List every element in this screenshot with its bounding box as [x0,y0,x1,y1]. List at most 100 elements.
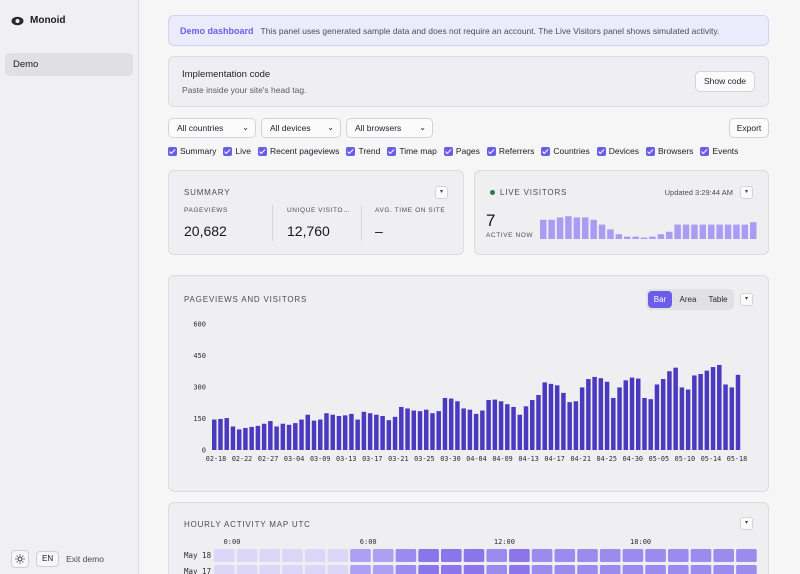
active-now-label: ACTIVE NOW [486,232,534,239]
heatmap-cell [645,565,666,574]
x-tick-label: 03-25 [414,455,434,463]
x-tick-label: 05-05 [649,455,669,463]
pageview-bar [592,376,597,450]
heatmap-cell [441,565,462,574]
toggle-summary[interactable]: Summary [168,146,216,156]
browser-select[interactable]: All browsers ⌄ [346,118,433,138]
toggle-trend[interactable]: Trend [346,146,380,156]
toggle-label: Countries [553,146,590,156]
pageview-bar [685,389,691,450]
heatmap-cell [486,565,507,574]
live-activity-bar [691,224,698,239]
pageview-bar [399,406,404,450]
pageview-bar [442,397,448,450]
summary-menu-button[interactable]: ▾ [435,186,448,199]
pageviews-menu-button[interactable]: ▾ [740,293,753,306]
live-activity-bar [632,236,639,239]
heatmap-cell [418,565,439,574]
toggle-pages[interactable]: Pages [443,146,480,156]
x-tick-label: 03-30 [440,455,460,463]
checkbox-checked-icon[interactable] [700,146,710,156]
pageview-bar [654,384,660,450]
pageview-bar [673,367,678,450]
device-select[interactable]: All devices ⌄ [261,118,341,138]
hourly-menu-button[interactable]: ▾ [740,517,753,530]
live-menu-button[interactable]: ▾ [740,186,753,199]
sidebar: Monoid Demo EN Exit demo [0,0,139,574]
heatmap-cell [259,549,280,562]
pageview-bar [536,394,541,450]
pageview-bar [424,409,429,450]
toggle-time-map[interactable]: Time map [387,146,437,156]
pageview-bar [505,404,510,450]
country-select[interactable]: All countries ⌄ [168,118,256,138]
sidebar-item-demo[interactable]: Demo [5,53,133,76]
pageview-bar [324,413,329,450]
x-tick-label: 05-14 [701,455,721,463]
pageview-bar [305,414,311,450]
export-button[interactable]: Export [729,118,769,138]
toggle-recent-pageviews[interactable]: Recent pageviews [257,146,339,156]
pageview-bar [274,426,279,450]
checkbox-checked-icon[interactable] [168,146,177,156]
toggle-events[interactable]: Events [700,146,738,156]
checkbox-checked-icon[interactable] [257,146,267,156]
pageview-bar [455,401,460,450]
toggle-referrers[interactable]: Referrers [486,146,534,156]
heatmap-cell [622,565,644,574]
theme-toggle-button[interactable] [11,550,29,568]
checkbox-checked-icon[interactable] [223,146,233,156]
country-select-value: All countries [177,123,224,133]
pageviews-card: 0 150 300 450 600 02-18 02-22 02-27 03-04 03-09 03… [168,275,769,492]
pageview-bar [280,423,286,450]
toggle-live[interactable]: Live [223,146,251,156]
unique-visitors-label: UNIQUE VISITO… [287,207,351,214]
toggle-browsers[interactable]: Browsers [645,146,693,156]
hourly-heatmap: 0:00 6:00 12:00 18:00 May 18 May 17 [184,538,757,574]
toggle-countries[interactable]: Countries [541,146,590,156]
brand[interactable]: Monoid [11,15,66,26]
hourly-activity-card: 0:00 6:00 12:00 18:00 May 18 May 17 HOURLY AC… [168,502,769,574]
heatmap-cell [463,565,485,574]
checkbox-checked-icon[interactable] [486,146,496,156]
pageview-bar [511,406,516,450]
checkbox-checked-icon[interactable] [645,146,655,156]
pageview-bar [642,397,647,450]
summary-card: SUMMARY ▾ PAGEVIEWS 20,682 UNIQUE VISITO… [168,170,464,255]
live-activity-bar [708,224,715,239]
heatmap-cell [645,549,666,562]
show-code-button[interactable]: Show code [695,71,755,92]
tab-area[interactable]: Area [679,295,697,304]
toggle-label: Live [235,146,251,156]
x-tick-label: 04-17 [544,455,564,463]
pageview-bar [723,384,728,450]
pageview-bar [299,419,304,450]
live-activity-bar [716,224,723,239]
summary-title: SUMMARY [184,188,231,197]
banner-text: This panel uses generated sample data an… [260,25,720,36]
checkbox-checked-icon[interactable] [596,146,606,156]
heatmap-cell [395,565,417,574]
toggle-devices[interactable]: Devices [596,146,639,156]
checkbox-checked-icon[interactable] [346,146,356,156]
heatmap-cell [236,549,258,562]
exit-demo-link[interactable]: Exit demo [66,554,104,564]
heatmap-cell [282,549,303,562]
checkbox-checked-icon[interactable] [541,146,551,156]
tab-bar[interactable]: Bar [648,291,672,308]
language-button[interactable]: EN [36,551,60,567]
checkbox-checked-icon[interactable] [387,146,397,156]
pageview-bar [212,419,217,450]
heatmap-cell [622,549,644,562]
toggle-label: Time map [399,146,437,156]
tab-table[interactable]: Table [708,295,728,304]
chart-view-switch: Bar Area Table [646,289,734,310]
heatmap-cell [486,549,507,562]
live-activity-bar [741,224,749,239]
banner-title: Demo dashboard [180,25,254,36]
pageview-bar [380,415,385,450]
pageview-bar [554,385,560,450]
y-tick-label: 450 [193,352,206,360]
checkbox-checked-icon[interactable] [443,146,453,156]
pageview-bar [480,410,485,450]
